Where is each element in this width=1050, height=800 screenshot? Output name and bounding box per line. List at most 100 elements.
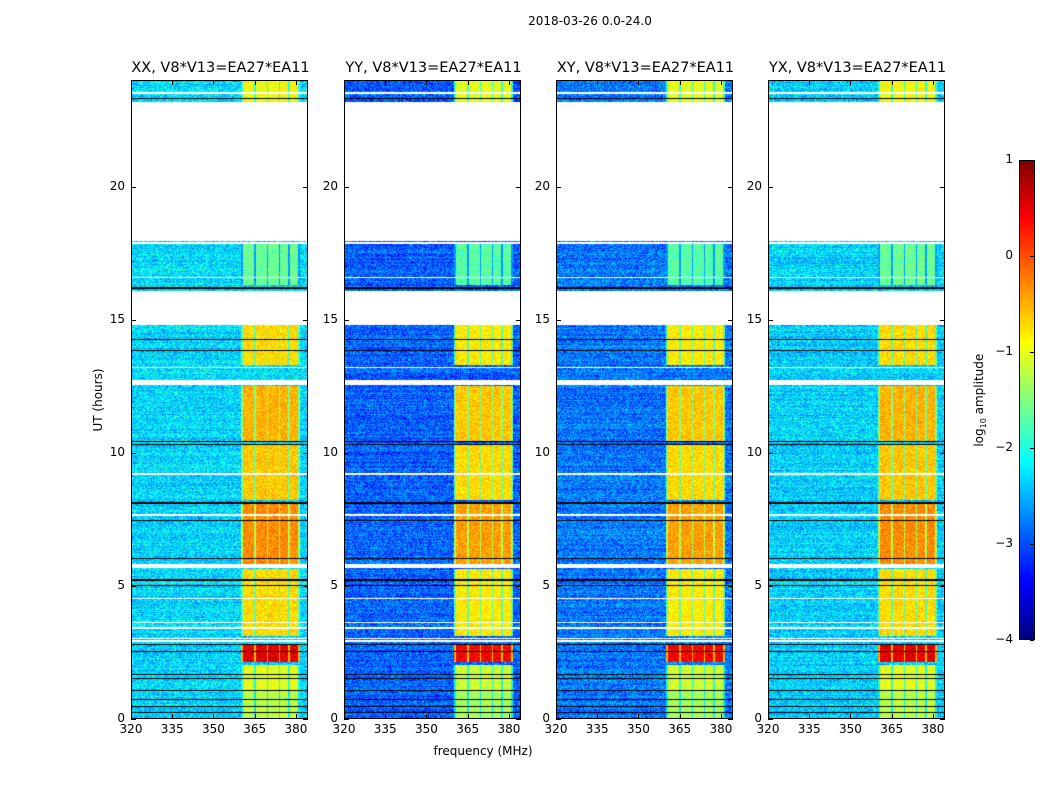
y-tick [303,585,308,587]
y-tick [556,452,561,454]
x-tick [213,714,215,719]
colorbar-tick-label: −2 [995,440,1013,454]
waterfall-heatmap [345,81,520,718]
colorbar-tick-label: 0 [1005,248,1013,262]
x-tick [295,80,297,85]
x-tick-label: 365 [243,722,267,736]
y-tick [344,319,349,321]
x-tick [932,80,934,85]
x-tick [679,714,681,719]
y-tick [131,186,136,188]
x-tick [254,80,256,85]
y-tick-label: 0 [330,711,338,725]
colorbar-tick [1030,160,1034,161]
colorbar-tick [1030,448,1034,449]
x-tick [720,714,722,719]
x-tick-label: 380 [921,722,945,736]
y-tick [516,585,521,587]
y-tick [940,719,945,720]
y-tick-label: 15 [746,311,762,326]
x-tick [932,714,934,719]
y-tick [344,186,349,188]
y-tick [728,452,733,454]
x-tick-label: 320 [756,722,780,736]
colorbar-tick-label: 1 [1005,152,1013,166]
y-tick [131,319,136,321]
x-tick [344,80,345,85]
y-tick [516,719,521,720]
colorbar-tick [1030,640,1034,641]
y-tick [768,319,773,321]
x-tick [172,714,174,719]
x-tick [131,80,132,85]
y-tick [303,319,308,321]
x-tick [720,80,722,85]
x-tick [344,714,345,719]
y-tick [940,452,945,454]
y-tick-label: 15 [322,311,338,326]
x-tick [213,80,215,85]
y-tick-label: 20 [746,178,762,193]
x-tick [254,714,256,719]
x-tick-label: 320 [544,722,568,736]
y-tick-label: 15 [109,311,125,326]
x-tick [556,714,557,719]
y-tick [303,719,308,720]
colorbar-tick [1030,256,1034,257]
y-tick [303,452,308,454]
y-tick [516,319,521,321]
x-tick [768,714,769,719]
y-tick [556,585,561,587]
y-tick-label: 20 [534,178,550,193]
y-tick [940,319,945,321]
x-tick-label: 320 [332,722,356,736]
x-tick-label: 335 [160,722,184,736]
y-tick [768,719,773,720]
y-tick [516,186,521,188]
x-tick-label: 365 [880,722,904,736]
y-tick [768,585,773,587]
waterfall-heatmap [557,81,732,718]
y-tick-label: 0 [754,711,762,725]
x-tick-label: 365 [456,722,480,736]
x-tick [850,714,852,719]
x-tick [638,80,640,85]
panel-yx: YX, V8*V13=EA27*EA11 [768,60,946,719]
x-tick [172,80,174,85]
y-tick [728,319,733,321]
x-tick-label: 350 [839,722,862,736]
y-tick-label: 5 [330,577,338,592]
y-tick-label: 10 [746,444,762,459]
x-tick-label: 380 [284,722,308,736]
y-tick [768,186,773,188]
x-tick [508,80,510,85]
colorbar-tick-label: −1 [995,344,1013,358]
x-tick [891,80,893,85]
y-tick-label: 10 [109,444,125,459]
y-tick-label: 20 [109,178,125,193]
panel-xx: XX, V8*V13=EA27*EA11 [131,60,310,719]
x-tick [295,714,297,719]
y-tick [131,452,136,454]
x-tick [467,714,469,719]
y-tick [728,585,733,587]
x-tick [809,714,811,719]
y-tick-label: 5 [542,577,550,592]
y-tick-label: 0 [542,711,550,725]
y-tick [728,719,733,720]
y-tick [344,452,349,454]
colorbar-tick-label: −3 [995,536,1013,550]
x-tick [638,714,640,719]
colorbar [1019,160,1035,640]
x-tick [385,714,387,719]
colorbar-tick-label: −4 [995,632,1013,646]
x-tick [768,80,769,85]
y-tick-label: 5 [117,577,125,592]
y-tick [131,585,136,587]
y-tick [940,585,945,587]
y-tick-label: 10 [322,444,338,459]
x-axis-label: frequency (MHz) [433,744,533,758]
x-tick [850,80,852,85]
y-tick [131,719,136,720]
y-tick [768,452,773,454]
